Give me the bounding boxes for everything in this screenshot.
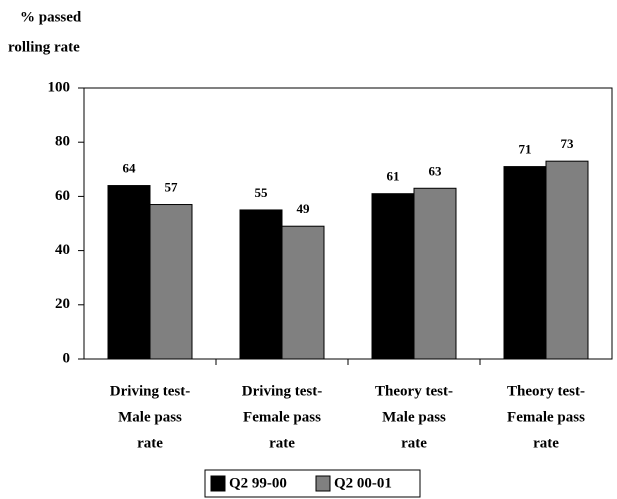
- value-label: 71: [519, 142, 532, 157]
- x-tick-label: Male pass: [118, 409, 182, 425]
- value-label: 64: [123, 161, 137, 176]
- y-tick-label: 100: [48, 79, 71, 95]
- value-label: 73: [561, 136, 575, 151]
- y-tick-label: 40: [55, 242, 70, 258]
- bar: [413, 187, 457, 360]
- x-tick-label: rate: [401, 435, 427, 451]
- y-axis-title: % passed: [20, 9, 82, 25]
- x-tick-label: Theory test-: [375, 383, 453, 399]
- bar: [239, 209, 283, 360]
- legend-label: Q2 00-01: [334, 475, 392, 491]
- legend-swatch: [315, 475, 331, 492]
- bar: [107, 185, 151, 360]
- legend-label: Q2 99-00: [229, 475, 287, 491]
- bar: [371, 193, 415, 360]
- x-tick-label: Female pass: [243, 409, 321, 425]
- x-tick-label: Male pass: [382, 409, 446, 425]
- value-label: 63: [429, 163, 443, 178]
- y-tick-label: 60: [55, 188, 70, 204]
- x-tick-label: rate: [137, 435, 163, 451]
- bar: [281, 225, 325, 360]
- bar: [149, 204, 193, 360]
- y-axis-title: rolling rate: [8, 39, 80, 55]
- legend-box: [204, 469, 421, 498]
- y-tick-label: 80: [55, 134, 70, 150]
- bar: [545, 160, 589, 360]
- value-label: 55: [255, 185, 269, 200]
- legend-swatch: [210, 475, 226, 492]
- x-tick-label: rate: [533, 435, 559, 451]
- y-tick-label: 20: [55, 296, 70, 312]
- x-tick-label: Driving test-: [110, 383, 190, 399]
- value-label: 61: [387, 169, 400, 184]
- x-tick-label: rate: [269, 435, 295, 451]
- x-tick-label: Driving test-: [242, 383, 322, 399]
- bar: [503, 166, 547, 360]
- value-label: 57: [165, 180, 179, 195]
- x-tick-label: Female pass: [507, 409, 585, 425]
- y-tick-label: 0: [63, 350, 71, 366]
- value-label: 49: [297, 201, 311, 216]
- x-tick-label: Theory test-: [507, 383, 585, 399]
